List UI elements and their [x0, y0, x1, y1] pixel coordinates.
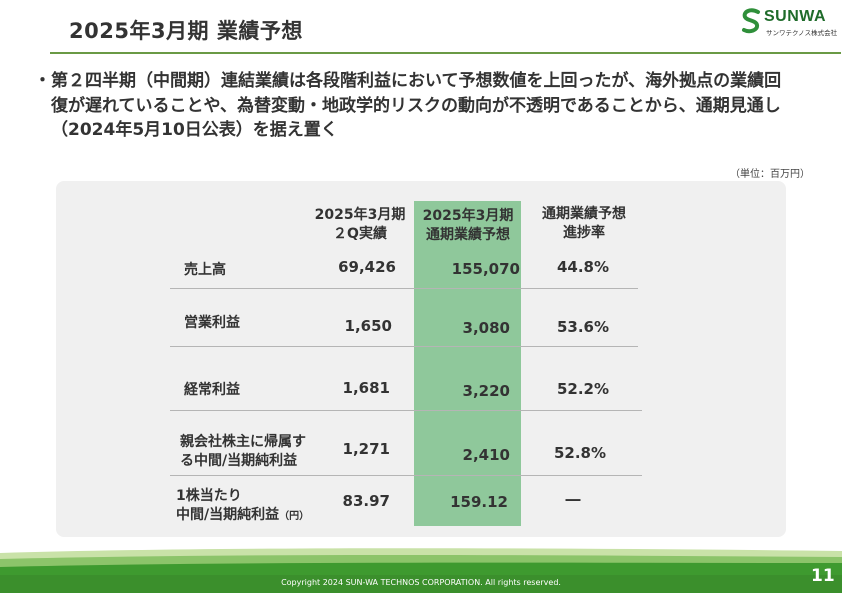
row-label-text: 売上高 — [184, 262, 226, 278]
column-header-line2: 進捗率 — [563, 225, 605, 241]
forecast-column-highlight — [414, 201, 521, 526]
cell-full-year-forecast: 2,410 — [462, 446, 510, 464]
cell-2q-actual: 1,681 — [342, 379, 390, 397]
row-label-net-income-attributable: 親会社株主に帰属す る中間/当期純利益 — [180, 433, 306, 471]
row-divider — [170, 346, 638, 347]
column-header-2q-actual: 2025年3月期 ２Q実績 — [300, 206, 420, 244]
cell-progress-rate: 52.8% — [553, 444, 607, 462]
row-divider — [170, 410, 642, 411]
row-label-text: 営業利益 — [184, 315, 240, 331]
cell-2q-actual: 1,650 — [344, 317, 392, 335]
cell-progress-rate: 52.2% — [556, 380, 610, 398]
row-label-ordinary-profit: 経常利益 — [184, 381, 240, 400]
column-header-line1: 2025年3月期 — [422, 208, 514, 224]
title-underline — [50, 52, 841, 54]
cell-2q-actual: 83.97 — [342, 492, 390, 510]
row-label-line1: 親会社株主に帰属す — [180, 434, 306, 450]
cell-full-year-forecast: 159.12 — [450, 493, 508, 511]
cell-full-year-forecast: 3,220 — [462, 382, 510, 400]
column-header-line1: 2025年3月期 — [314, 207, 406, 223]
logo-subtitle: サンワテクノス株式会社 — [766, 29, 838, 37]
row-label-line2-wrap: 中間/当期純利益（円） — [176, 506, 309, 526]
cell-progress-rate: 44.8% — [556, 258, 610, 276]
row-divider — [170, 288, 638, 289]
page-number: 11 — [811, 566, 835, 586]
column-header-line1: 通期業績予想 — [542, 206, 626, 222]
row-label-line2: 中間/当期純利益 — [176, 507, 280, 523]
row-label-unit: （円） — [279, 511, 310, 522]
footer-green-band — [0, 548, 842, 593]
row-label-eps: 1株当たり 中間/当期純利益（円） — [176, 487, 309, 526]
summary-text: 第２四半期（中間期）連結業績は各段階利益において予想数値を上回ったが、海外拠点の… — [51, 71, 782, 140]
row-label-operating-profit: 営業利益 — [184, 314, 240, 333]
unit-note: （単位：百万円） — [730, 169, 810, 180]
cell-full-year-forecast: 3,080 — [462, 319, 510, 337]
row-label-line2: る中間/当期純利益 — [180, 453, 298, 469]
row-label-text: 経常利益 — [184, 382, 240, 398]
column-header-full-year-forecast: 2025年3月期 通期業績予想 — [410, 207, 526, 245]
bullet-mark: ・ — [34, 71, 51, 91]
page-title: 2025年3月期 業績予想 — [69, 19, 303, 43]
row-label-net-sales: 売上高 — [184, 261, 226, 280]
column-header-progress-rate: 通期業績予想 進捗率 — [524, 205, 644, 243]
sunwa-swoosh-icon — [742, 8, 760, 34]
row-divider — [170, 475, 642, 476]
column-header-line2: ２Q実績 — [333, 226, 387, 242]
cell-progress-rate: 53.6% — [556, 318, 610, 336]
cell-2q-actual: 1,271 — [342, 440, 390, 458]
row-label-line1: 1株当たり — [176, 488, 242, 504]
cell-progress-rate: ― — [565, 490, 581, 508]
logo-wordmark: SUNWA — [764, 8, 827, 25]
cell-full-year-forecast: 155,070 — [451, 260, 520, 278]
company-logo: SUNWA サンワテクノス株式会社 — [740, 6, 838, 37]
cell-2q-actual: 69,426 — [338, 258, 396, 276]
column-header-line2: 通期業績予想 — [426, 227, 510, 243]
copyright-notice: Copyright 2024 SUN-WA TECHNOS CORPORATIO… — [281, 578, 561, 587]
